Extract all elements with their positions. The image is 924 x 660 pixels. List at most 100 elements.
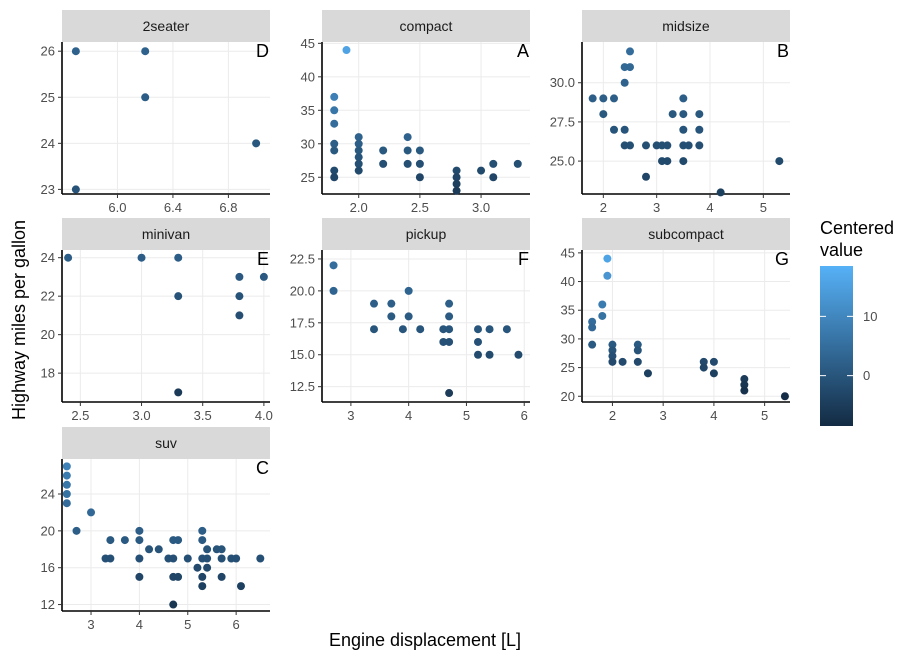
data-point: [684, 141, 693, 150]
x-tick-label: 3: [660, 408, 667, 423]
strip-background: [582, 10, 790, 42]
data-point: [330, 119, 339, 128]
data-point: [599, 110, 608, 119]
data-point: [603, 271, 612, 280]
y-axis-title: Highway miles per gallon: [9, 220, 29, 420]
data-point: [489, 159, 498, 168]
x-tick-label: 3.5: [194, 408, 212, 423]
data-point: [72, 526, 81, 535]
data-point: [740, 380, 749, 389]
data-point: [106, 536, 115, 545]
data-point: [663, 157, 672, 166]
y-tick-label: 25: [41, 90, 55, 105]
panel-tag: E: [257, 249, 269, 269]
data-point: [633, 346, 642, 355]
x-tick-label: 4: [710, 408, 717, 423]
y-tick-label: 30.0: [550, 75, 575, 90]
panel-midsize: midsize 2 3 4 5 25.0 27.5 30.0 B: [550, 10, 790, 215]
data-point: [354, 146, 363, 155]
y-tick-label: 24: [41, 250, 55, 265]
y-tick-label: 24: [41, 487, 55, 502]
data-point: [695, 141, 704, 150]
x-axis-title: Engine displacement [L]: [329, 630, 521, 650]
data-point: [642, 172, 650, 181]
data-point: [330, 139, 339, 148]
data-point: [370, 325, 378, 334]
data-point: [141, 47, 150, 56]
x-tick-label: 4: [706, 200, 713, 215]
panel-tag: F: [518, 249, 529, 269]
data-point: [330, 146, 339, 155]
data-point: [330, 106, 339, 115]
data-point: [626, 47, 634, 56]
data-point: [599, 94, 608, 103]
data-point: [404, 312, 413, 321]
x-tick-label: 5: [761, 408, 768, 423]
data-point: [514, 350, 523, 359]
x-tick-label: 3: [653, 200, 660, 215]
y-tick-label: 26: [41, 44, 55, 59]
data-point: [608, 346, 617, 355]
data-point: [398, 325, 407, 334]
strip-label: midsize: [662, 18, 710, 34]
x-tick-label: 4.0: [255, 408, 273, 423]
y-tick-label: 18: [41, 366, 55, 381]
x-tick-label: 2.0: [350, 200, 368, 215]
data-point: [252, 139, 261, 148]
panel-tag: D: [256, 41, 269, 61]
data-point: [416, 325, 425, 334]
panel-tag: B: [777, 41, 789, 61]
y-tick-label: 17.5: [290, 315, 315, 330]
data-point: [87, 508, 96, 517]
y-tick-label: 40: [301, 69, 315, 84]
y-tick-label: 20: [41, 327, 55, 342]
legend-title-line-1: Centered: [820, 218, 894, 238]
strip-background: [322, 10, 530, 42]
data-point: [370, 299, 378, 308]
data-point: [62, 462, 71, 471]
data-point: [626, 141, 634, 150]
panel-2seater: 2seater 6.0 6.4 6.8 23 24 25 26 D: [41, 10, 270, 215]
data-point: [404, 286, 413, 295]
data-point: [232, 554, 241, 563]
y-tick-label: 22.5: [290, 251, 315, 266]
y-tick-label: 16: [41, 560, 55, 575]
x-tick-label: 6: [233, 617, 240, 632]
data-point: [452, 186, 461, 195]
data-point: [330, 166, 339, 175]
data-point: [135, 554, 144, 563]
data-point: [403, 133, 412, 142]
data-point: [236, 582, 245, 591]
y-tick-label: 40: [561, 274, 575, 289]
x-tick-label: 5: [463, 408, 470, 423]
data-point: [169, 554, 178, 563]
y-tick-label: 25: [301, 170, 315, 185]
y-tick-label: 20: [41, 523, 55, 538]
data-point: [403, 159, 412, 168]
data-point: [485, 325, 494, 334]
data-point: [452, 179, 461, 188]
data-point: [445, 312, 454, 321]
data-point: [695, 110, 704, 119]
data-point: [62, 471, 71, 480]
data-point: [610, 94, 618, 103]
data-point: [415, 173, 424, 182]
x-tick-label: 3: [87, 617, 94, 632]
data-point: [474, 325, 482, 334]
data-point: [62, 499, 71, 508]
panel-tag: G: [775, 249, 789, 269]
data-point: [387, 312, 396, 321]
x-tick-label: 3: [347, 408, 354, 423]
data-point: [379, 146, 388, 155]
data-point: [598, 300, 607, 309]
data-point: [71, 185, 80, 194]
data-point: [106, 554, 115, 563]
data-point: [169, 600, 178, 609]
x-tick-label: 2: [600, 200, 607, 215]
data-point: [379, 159, 388, 168]
x-tick-label: 5: [760, 200, 767, 215]
data-point: [608, 352, 617, 361]
y-tick-label: 15.0: [290, 347, 315, 362]
data-point: [668, 110, 677, 119]
